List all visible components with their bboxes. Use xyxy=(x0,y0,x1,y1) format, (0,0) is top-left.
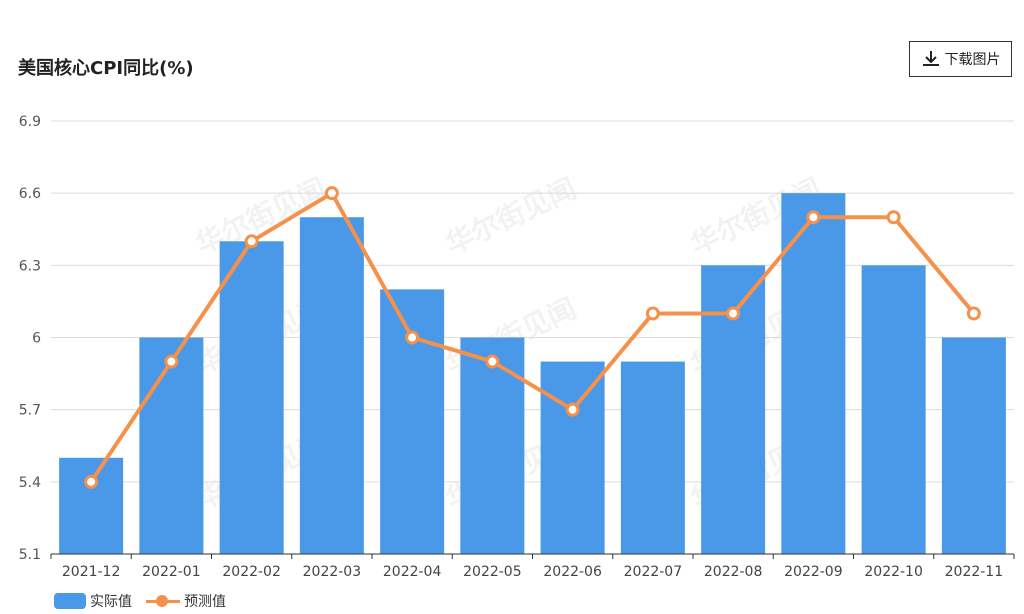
forecast-point xyxy=(645,306,660,321)
forecast-line xyxy=(89,191,976,483)
y-tick-label: 5.4 xyxy=(19,475,41,491)
x-tick-label: 2022-06 xyxy=(543,564,602,580)
chart-title: 美国核心CPI同比(%) xyxy=(18,58,194,79)
bar-actual xyxy=(781,193,846,554)
bar-actual xyxy=(59,457,124,554)
bar-actual xyxy=(299,217,364,554)
legend-item-actual[interactable]: 实际值 xyxy=(54,591,132,611)
bar-actual xyxy=(540,361,605,554)
x-tick-label: 2022-11 xyxy=(945,564,1004,580)
bar-actual xyxy=(620,361,685,554)
watermark-text: 华尔街见闻 xyxy=(441,172,582,261)
x-tick-label: 2021-12 xyxy=(62,564,121,580)
x-tick-label: 2022-07 xyxy=(624,564,683,580)
bar-actual xyxy=(139,337,204,554)
download-image-button[interactable]: 下载图片 xyxy=(909,41,1012,77)
x-tick-label: 2022-01 xyxy=(142,564,201,580)
x-tick-label: 2022-09 xyxy=(784,564,843,580)
y-tick-label: 6.6 xyxy=(19,186,41,202)
forecast-point xyxy=(565,402,580,417)
x-tick-label: 2022-03 xyxy=(303,564,362,580)
x-tick-label: 2022-08 xyxy=(704,564,763,580)
x-tick-label: 2022-10 xyxy=(864,564,923,580)
forecast-point xyxy=(806,210,821,225)
forecast-point xyxy=(485,354,500,369)
download-icon xyxy=(921,49,941,69)
legend-line-swatch xyxy=(146,593,180,609)
forecast-point xyxy=(84,474,99,489)
forecast-point xyxy=(324,186,339,201)
bar-actual xyxy=(861,265,926,554)
download-button-label: 下载图片 xyxy=(944,52,1001,68)
forecast-point xyxy=(886,210,901,225)
legend-forecast-label: 预测值 xyxy=(184,594,226,610)
legend-actual-label: 实际值 xyxy=(90,594,132,610)
x-tick-label: 2022-02 xyxy=(222,564,281,580)
bar-actual xyxy=(941,337,1006,554)
forecast-point xyxy=(966,306,981,321)
y-tick-label: 6 xyxy=(32,331,41,347)
forecast-point xyxy=(405,330,420,345)
y-tick-label: 5.1 xyxy=(19,547,41,563)
bar-actual xyxy=(380,289,445,554)
bar-actual xyxy=(460,337,525,554)
y-tick-label: 5.7 xyxy=(19,403,41,419)
forecast-point xyxy=(726,306,741,321)
forecast-point xyxy=(244,234,259,249)
legend-bar-swatch xyxy=(54,593,86,609)
x-tick-label: 2022-05 xyxy=(463,564,522,580)
x-tick-label: 2022-04 xyxy=(383,564,442,580)
y-tick-label: 6.3 xyxy=(19,258,41,274)
forecast-point xyxy=(164,354,179,369)
bar-actual xyxy=(219,241,284,554)
legend-item-forecast[interactable]: 预测值 xyxy=(146,591,226,611)
y-tick-label: 6.9 xyxy=(19,114,41,130)
chart-legend: 实际值 预测值 xyxy=(54,590,240,612)
